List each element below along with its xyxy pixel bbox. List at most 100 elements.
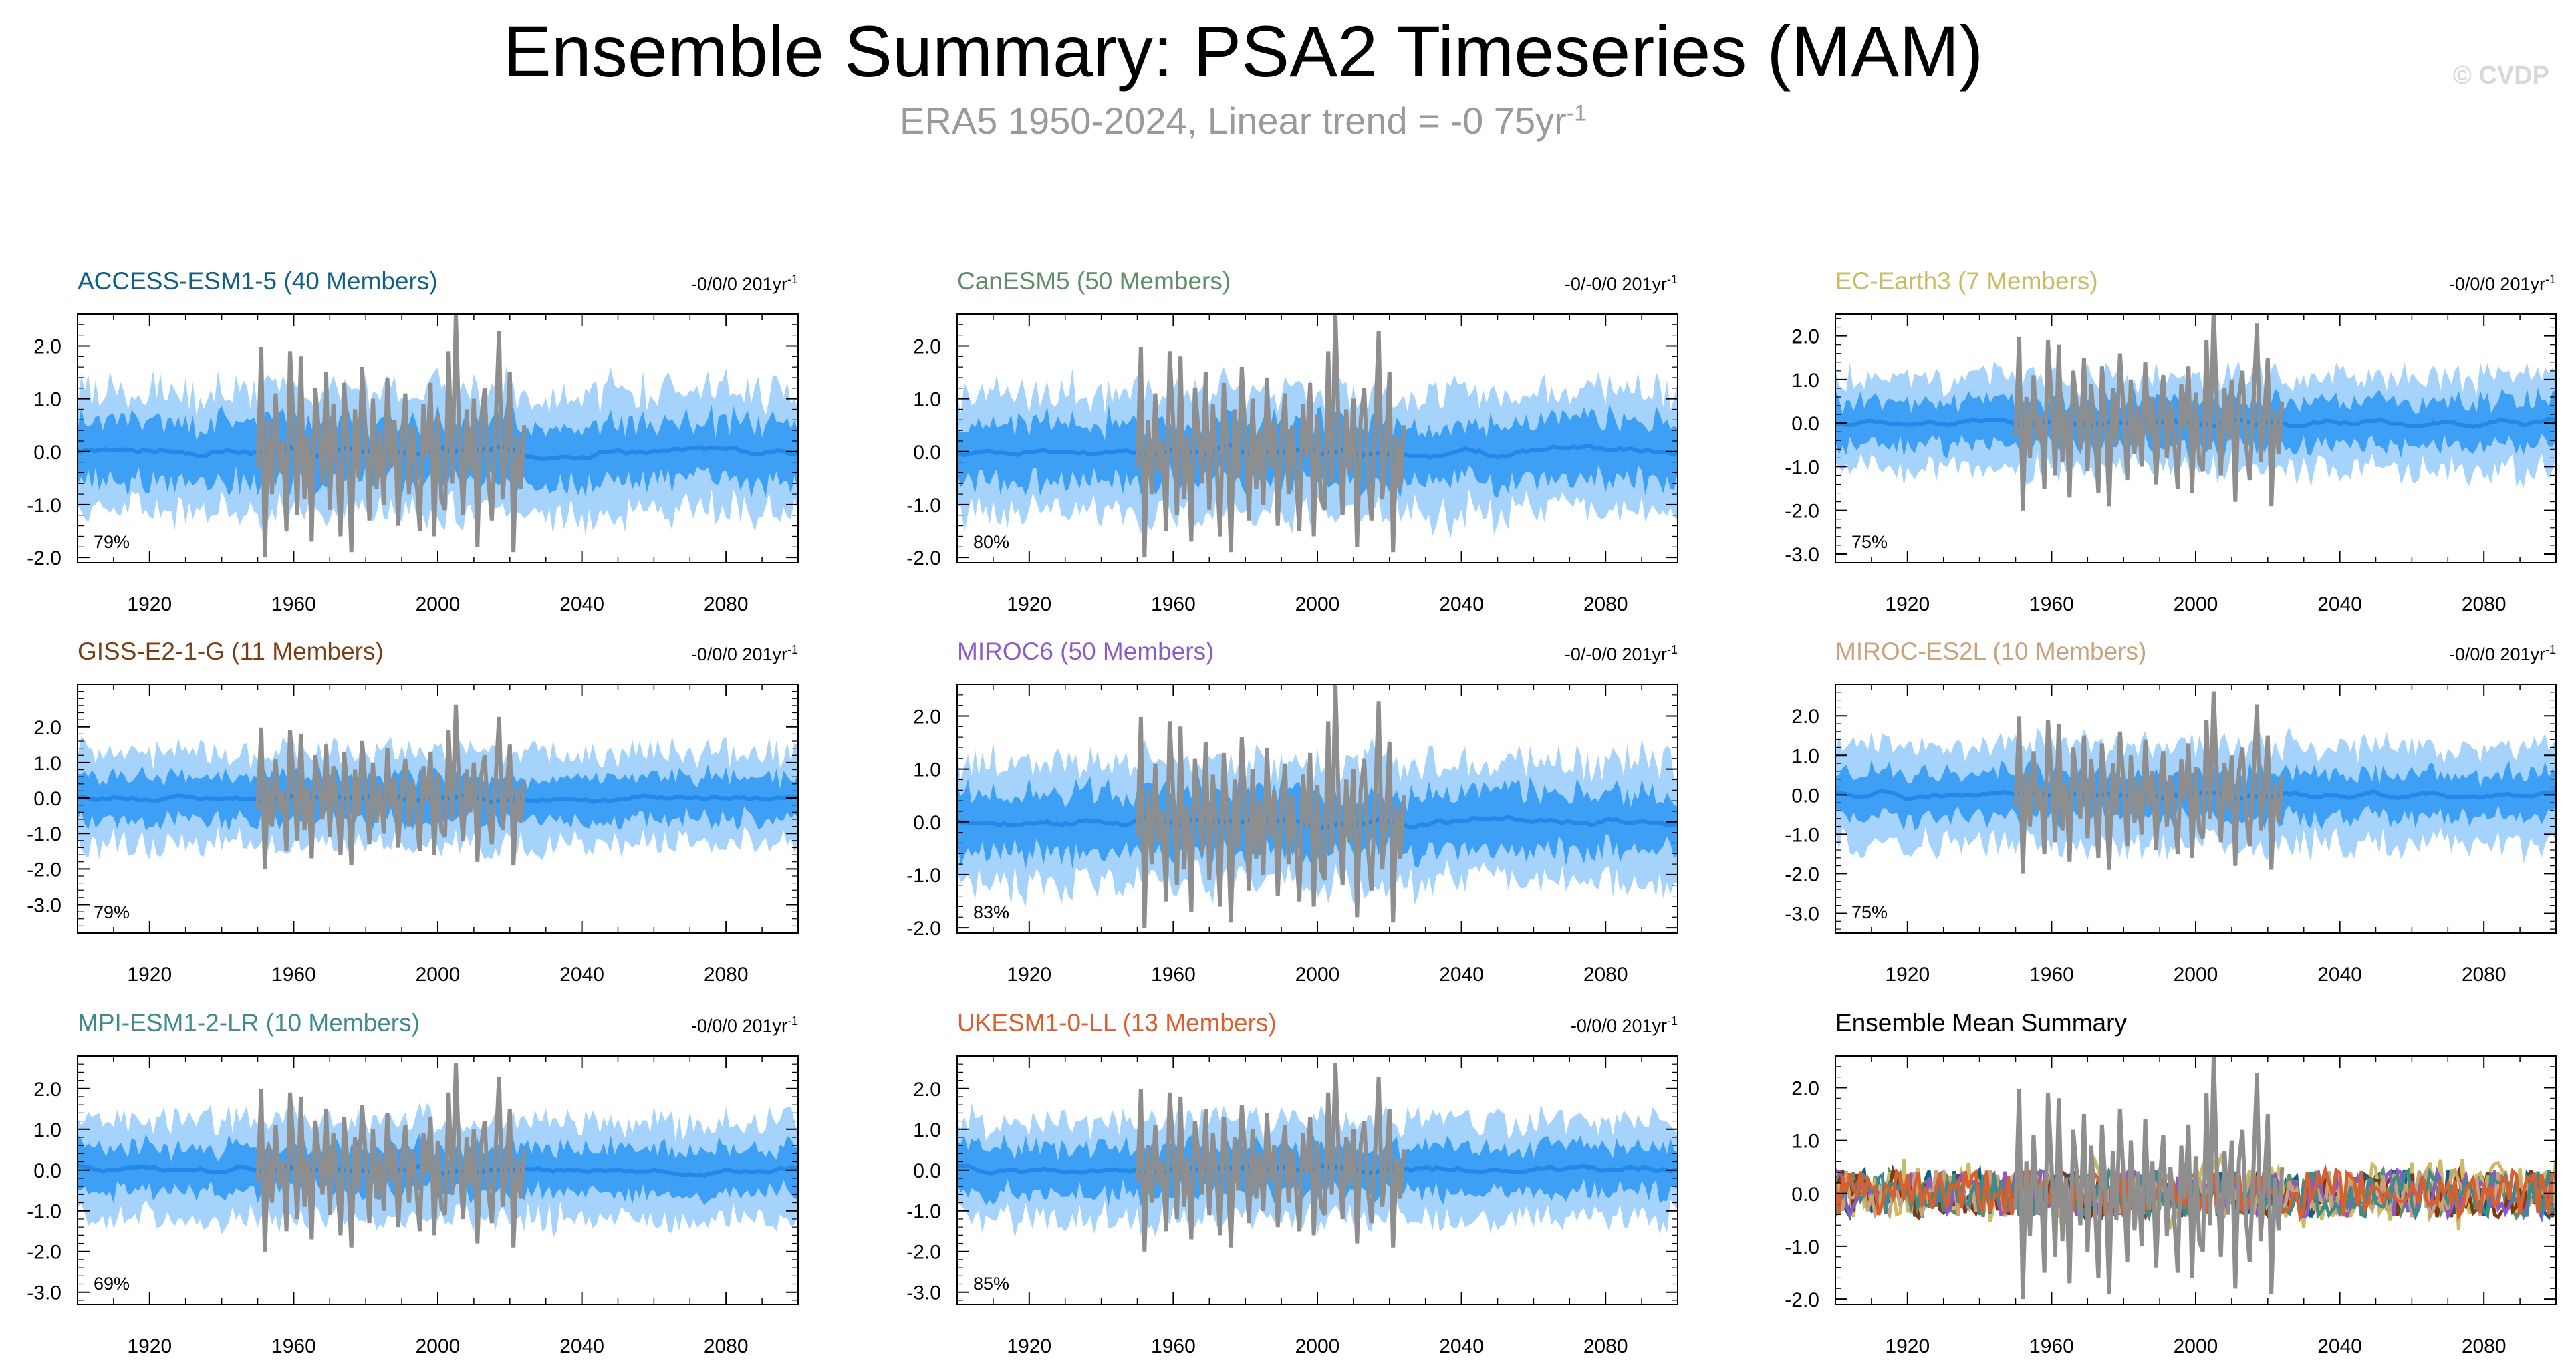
percent-label: 85%: [973, 1274, 1009, 1294]
x-tick-label: 2000: [2174, 593, 2218, 615]
y-tick-label: 1.0: [1791, 1131, 1819, 1153]
panel-2: 1920 1960 2000 2040 2080 2.0 1.0 0.0 -1.0 -2.0 -3.…: [1785, 313, 2557, 615]
plot-area-1: [957, 314, 1678, 558]
x-tick-label: 2080: [1583, 593, 1628, 615]
y-tick-label: -3.0: [27, 1282, 61, 1305]
panel-1: 1920 1960 2000 2040 2080 2.0 1.0 0.0 -1.0 -2.0 80%: [906, 313, 1678, 615]
trend-superscript: -1: [1666, 1014, 1678, 1028]
figure-subtitle: ERA5 1950-2024, Linear trend = -0 75yr-1: [0, 99, 2486, 142]
y-tick-label: -2.0: [906, 918, 941, 940]
y-tick-label: 0.0: [33, 1160, 61, 1182]
panel-title-4: MIROC6 (50 Members): [957, 638, 1214, 665]
y-tick-label: -2.0: [27, 859, 61, 881]
x-tick-label: 1960: [271, 964, 316, 986]
x-tick-label: 1920: [127, 1335, 172, 1357]
y-tick-label: -2.0: [1785, 863, 1819, 885]
y-tick-label: -1.0: [27, 495, 61, 517]
y-tick-label: -2.0: [906, 1242, 941, 1264]
y-tick-label: -1.0: [27, 823, 61, 845]
x-tick-label: 2080: [2462, 593, 2506, 615]
obs-line-8: [2013, 1056, 2285, 1300]
x-tick-label: 1920: [1007, 964, 1051, 986]
x-tick-label: 2080: [2462, 1335, 2506, 1357]
x-tick-label: 2040: [2317, 593, 2362, 615]
copyright-watermark: © CVDP: [2452, 61, 2549, 90]
obs-line-0: [255, 314, 527, 558]
trend-superscript: -1: [1666, 643, 1678, 656]
y-tick-label: 0.0: [913, 1160, 941, 1182]
y-tick-label: 2.0: [1791, 706, 1819, 728]
trend-superscript: -1: [787, 1014, 798, 1028]
panel-6: 1920 1960 2000 2040 2080 2.0 1.0 0.0 -1.0 -2.0 -3.…: [27, 1055, 799, 1357]
panel-title-0: ACCESS-ESM1-5 (40 Members): [78, 267, 438, 295]
x-tick-label: 1960: [2029, 964, 2074, 986]
x-tick-label: 2080: [704, 1335, 749, 1357]
trend-label-4: -0/-0/0 201yr-1: [1564, 643, 1678, 664]
x-tick-label: 1920: [1885, 1335, 1930, 1357]
percent-label: 75%: [1851, 532, 1888, 552]
y-tick-label: -3.0: [906, 1282, 941, 1305]
panel-title-1: CanESM5 (50 Members): [957, 267, 1231, 295]
x-tick-label: 2080: [2462, 964, 2506, 986]
x-tick-label: 2040: [1439, 1335, 1484, 1357]
y-tick-label: 1.0: [1791, 370, 1819, 392]
x-tick-label: 2040: [559, 1335, 604, 1357]
x-tick-label: 2040: [2317, 1335, 2362, 1357]
panel-title-7: UKESM1-0-LL (13 Members): [957, 1009, 1277, 1037]
figure-title: Ensemble Summary: PSA2 Timeseries (MAM): [503, 11, 1984, 92]
panel-title-2: EC-Earth3 (7 Members): [1835, 267, 2098, 295]
plot-area-4: [957, 684, 1678, 928]
x-tick-label: 2040: [2317, 964, 2362, 986]
y-tick-label: 1.0: [33, 389, 61, 411]
x-tick-label: 1960: [2029, 1335, 2074, 1357]
trend-label-6: -0/0/0 201yr-1: [690, 1014, 798, 1036]
trend-superscript: -1: [1666, 273, 1678, 286]
y-tick-label: 0.0: [1791, 785, 1819, 807]
trend-label-1: -0/-0/0 201yr-1: [1564, 273, 1678, 294]
y-tick-label: 0.0: [1791, 413, 1819, 435]
x-tick-label: 2040: [559, 593, 604, 615]
plot-area-2: [1835, 314, 2556, 511]
y-tick-label: -3.0: [27, 894, 61, 916]
panel-5: 1920 1960 2000 2040 2080 2.0 1.0 0.0 -1.0 -2.0 -3.…: [1785, 684, 2557, 986]
panel-title-8: Ensemble Mean Summary: [1835, 1009, 2127, 1037]
panel-0: 1920 1960 2000 2040 2080 2.0 1.0 0.0 -1.0 -2.0 79%: [27, 313, 799, 615]
x-tick-label: 1960: [1151, 964, 1196, 986]
panel-4: 1920 1960 2000 2040 2080 2.0 1.0 0.0 -1.0 -2.0 83%: [906, 684, 1678, 986]
obs-line-4: [1135, 684, 1406, 928]
y-tick-label: 1.0: [913, 389, 941, 411]
x-tick-label: 1920: [127, 593, 172, 615]
x-tick-label: 1920: [1007, 1335, 1051, 1357]
x-tick-label: 2040: [1439, 964, 1484, 986]
y-tick-label: -3.0: [1785, 544, 1819, 566]
y-tick-label: -1.0: [906, 865, 941, 887]
x-tick-label: 1960: [271, 1335, 316, 1357]
x-tick-label: 2000: [2174, 964, 2218, 986]
plot-area-0: [78, 314, 798, 558]
y-tick-label: -2.0: [27, 1242, 61, 1264]
y-tick-label: 0.0: [913, 812, 941, 834]
obs-line-6: [255, 1063, 527, 1252]
y-tick-label: -2.0: [27, 547, 61, 569]
y-tick-label: -1.0: [1785, 456, 1819, 478]
obs-line-1: [1135, 314, 1406, 558]
y-tick-label: 2.0: [1791, 326, 1819, 348]
y-tick-label: 2.0: [913, 335, 941, 358]
panel-7: 1920 1960 2000 2040 2080 2.0 1.0 0.0 -1.0 -2.0 -3.…: [906, 1055, 1678, 1357]
y-tick-label: 2.0: [33, 717, 61, 739]
x-tick-label: 1920: [127, 964, 172, 986]
y-tick-label: -2.0: [906, 547, 941, 569]
obs-line-5: [2013, 691, 2285, 874]
x-tick-label: 2080: [704, 593, 749, 615]
y-tick-label: -1.0: [906, 1201, 941, 1223]
y-tick-label: -2.0: [1785, 1289, 1819, 1311]
trend-superscript: -1: [787, 643, 798, 656]
trend-label-3: -0/0/0 201yr-1: [690, 643, 798, 664]
x-tick-label: 2000: [416, 964, 461, 986]
percent-label: 75%: [1851, 902, 1888, 922]
y-tick-label: -1.0: [1785, 1236, 1819, 1258]
trend-label-2: -0/0/0 201yr-1: [2448, 273, 2556, 294]
percent-label: 79%: [94, 532, 130, 552]
y-tick-label: -3.0: [1785, 903, 1819, 925]
